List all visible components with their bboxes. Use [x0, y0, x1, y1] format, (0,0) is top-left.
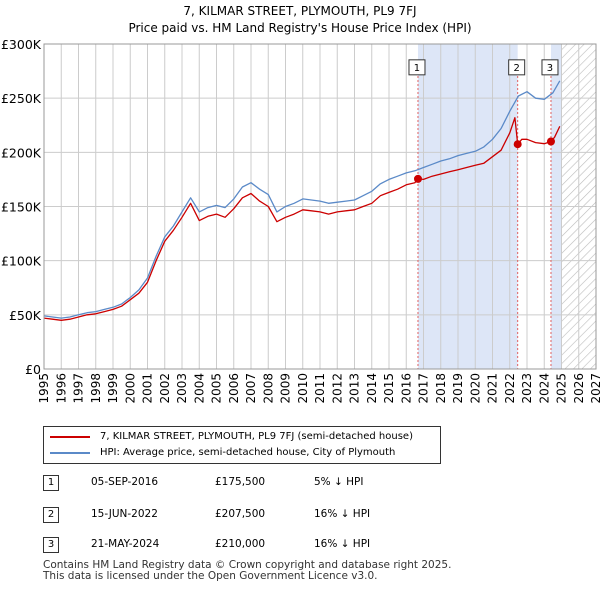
legend-swatch-property	[50, 436, 90, 438]
x-tick-label: 2025	[555, 373, 569, 404]
sale-number-badge: 3	[43, 537, 59, 553]
x-tick-label: 2027	[589, 373, 600, 404]
x-tick-label: 2024	[537, 373, 551, 404]
x-tick-label: 2004	[192, 373, 206, 404]
sale-number-badge: 2	[43, 507, 59, 523]
x-tick-label: 1998	[89, 373, 103, 404]
x-tick-label: 2001	[141, 373, 155, 404]
sale-price: £210,000	[215, 538, 266, 550]
x-tick-label: 2015	[382, 373, 396, 404]
x-tick-label: 2002	[158, 373, 172, 404]
x-tick-label: 2003	[175, 373, 189, 404]
sale-date: 05-SEP-2016	[91, 476, 159, 488]
x-tick-label: 2016	[399, 373, 413, 404]
x-tick-label: 1996	[54, 373, 68, 404]
x-tick-label: 2012	[330, 373, 344, 404]
legend-swatch-hpi	[50, 452, 90, 454]
sale-price: £175,500	[215, 476, 266, 488]
footer-line-1: Contains HM Land Registry data © Crown c…	[43, 559, 452, 571]
y-tick-label: £0	[25, 362, 41, 377]
chart-subtitle: Price paid vs. HM Land Registry's House …	[128, 21, 472, 35]
sale-point-1	[413, 174, 422, 183]
x-tick-label: 2022	[503, 373, 517, 404]
x-tick-label: 2020	[468, 373, 482, 404]
sale-hpi-diff: 16% ↓ HPI	[314, 508, 371, 520]
chart-title: 7, KILMAR STREET, PLYMOUTH, PL9 7FJ	[183, 4, 417, 18]
sale-marker-label-1: 1	[414, 63, 420, 74]
sale-hpi-diff: 16% ↓ HPI	[314, 538, 371, 550]
sale-number-badge: 1	[43, 475, 59, 491]
x-tick-label: 2009	[279, 373, 293, 404]
x-tick-label: 2013	[348, 373, 362, 404]
x-tick-label: 2008	[261, 373, 275, 404]
sale-point-3	[546, 137, 555, 146]
sale-marker-box-1	[408, 59, 426, 76]
x-tick-label: 2010	[296, 373, 310, 404]
x-tick-label: 2023	[520, 373, 534, 404]
sale-marker-box-3	[541, 59, 559, 76]
footer-attribution: Contains HM Land Registry data © Crown c…	[43, 560, 451, 582]
y-tick-label: £300K	[1, 37, 42, 52]
legend: 7, KILMAR STREET, PLYMOUTH, PL9 7FJ (sem…	[43, 426, 441, 464]
y-tick-label: £200K	[1, 145, 42, 160]
x-tick-label: 1999	[106, 373, 120, 404]
sale-marker-label-2: 2	[513, 63, 519, 74]
footer-line-2: This data is licensed under the Open Gov…	[43, 570, 378, 582]
legend-label-property: 7, KILMAR STREET, PLYMOUTH, PL9 7FJ (sem…	[100, 431, 413, 442]
x-tick-label: 2019	[451, 373, 465, 404]
plot-frame	[43, 43, 597, 370]
sale-price: £207,500	[215, 508, 266, 520]
x-tick-label: 1995	[37, 373, 51, 404]
sale-point-2	[513, 140, 522, 149]
x-tick-label: 2011	[313, 373, 327, 404]
series-line-property	[43, 117, 561, 321]
x-tick-label: 2017	[417, 373, 431, 404]
sale-date: 15-JUN-2022	[91, 508, 158, 520]
x-tick-label: 2006	[227, 373, 241, 404]
x-tick-label: 2014	[365, 373, 379, 404]
x-tick-label: 2000	[123, 373, 137, 404]
x-tick-label: 2018	[434, 373, 448, 404]
y-tick-label: £150K	[1, 200, 42, 215]
legend-label-hpi: HPI: Average price, semi-detached house,…	[100, 447, 396, 458]
series-line-hpi	[43, 80, 561, 319]
x-tick-label: 2005	[210, 373, 224, 404]
y-tick-label: £250K	[1, 91, 42, 106]
y-tick-label: £50K	[9, 308, 42, 323]
sale-hpi-diff: 5% ↓ HPI	[314, 476, 364, 488]
sale-marker-label-3: 3	[547, 63, 553, 74]
sale-marker-box-2	[508, 59, 526, 76]
x-tick-label: 1997	[72, 373, 86, 404]
y-tick-label: £100K	[1, 254, 42, 269]
x-tick-label: 2026	[572, 373, 586, 404]
x-tick-label: 2021	[486, 373, 500, 404]
sale-date: 21-MAY-2024	[91, 538, 160, 550]
x-tick-label: 2007	[244, 373, 258, 404]
